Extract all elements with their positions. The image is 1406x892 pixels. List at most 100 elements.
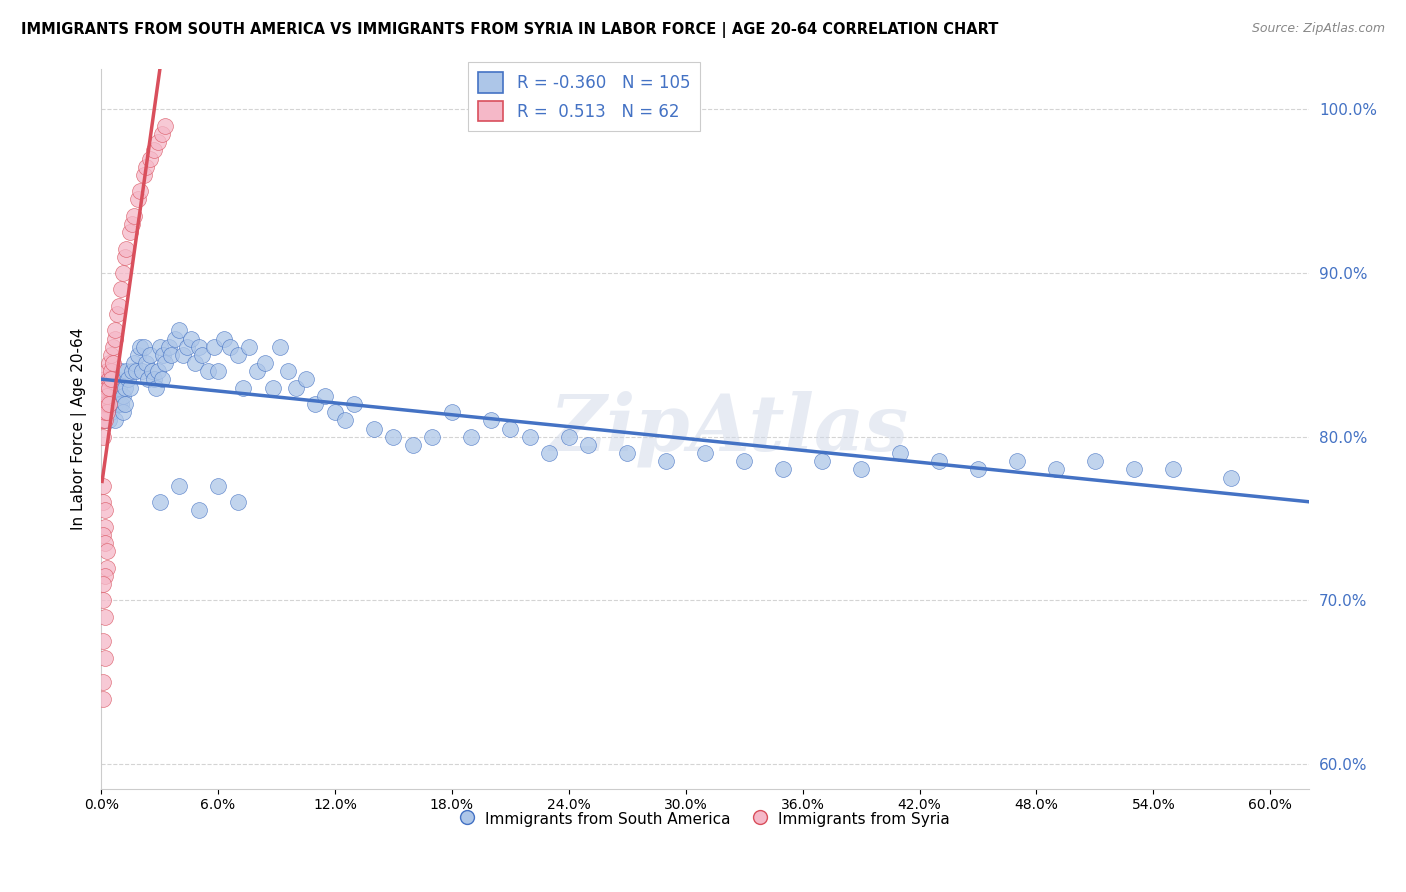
Point: [772, 462, 794, 476]
Point: [91, 593, 114, 607]
Point: [150, 127, 173, 141]
Point: [97, 372, 120, 386]
Point: [129, 184, 152, 198]
Point: [91, 577, 114, 591]
Point: [96, 389, 118, 403]
Point: [91, 397, 114, 411]
Point: [110, 397, 132, 411]
Point: [136, 372, 159, 386]
Point: [172, 348, 194, 362]
Point: [110, 364, 132, 378]
Point: [304, 397, 326, 411]
Point: [107, 299, 129, 313]
Point: [96, 381, 118, 395]
Point: [91, 405, 114, 419]
Point: [96, 544, 118, 558]
Point: [101, 356, 124, 370]
Point: [94, 569, 117, 583]
Point: [519, 430, 541, 444]
Point: [100, 405, 122, 419]
Point: [499, 421, 522, 435]
Point: [94, 609, 117, 624]
Point: [120, 225, 142, 239]
Point: [558, 430, 581, 444]
Point: [135, 356, 157, 370]
Point: [100, 348, 122, 362]
Point: [333, 413, 356, 427]
Point: [110, 282, 132, 296]
Point: [111, 405, 134, 419]
Text: ZipAtlas: ZipAtlas: [550, 391, 908, 467]
Point: [253, 356, 276, 370]
Point: [207, 364, 229, 378]
Point: [1161, 462, 1184, 476]
Point: [145, 381, 167, 395]
Point: [97, 381, 120, 395]
Point: [197, 364, 219, 378]
Point: [120, 381, 142, 395]
Point: [262, 381, 284, 395]
Point: [1220, 470, 1243, 484]
Point: [402, 438, 425, 452]
Point: [1005, 454, 1028, 468]
Point: [187, 503, 209, 517]
Point: [94, 389, 117, 403]
Point: [122, 356, 145, 370]
Point: [382, 430, 405, 444]
Point: [155, 356, 177, 370]
Point: [811, 454, 834, 468]
Point: [96, 397, 118, 411]
Point: [97, 413, 120, 427]
Point: [191, 348, 214, 362]
Point: [165, 332, 187, 346]
Point: [105, 307, 128, 321]
Point: [121, 364, 143, 378]
Point: [139, 348, 162, 362]
Point: [226, 495, 249, 509]
Point: [146, 364, 169, 378]
Point: [96, 364, 118, 378]
Point: [127, 348, 149, 362]
Point: [104, 323, 127, 337]
Point: [160, 348, 183, 362]
Point: [91, 413, 114, 427]
Point: [180, 332, 202, 346]
Point: [105, 389, 128, 403]
Point: [152, 348, 174, 362]
Point: [269, 340, 291, 354]
Point: [131, 364, 153, 378]
Point: [167, 479, 190, 493]
Point: [91, 675, 114, 690]
Point: [114, 381, 136, 395]
Point: [129, 340, 152, 354]
Point: [183, 356, 205, 370]
Point: [440, 405, 463, 419]
Point: [101, 389, 124, 403]
Point: [323, 405, 346, 419]
Point: [96, 405, 118, 419]
Point: [96, 389, 118, 403]
Point: [616, 446, 638, 460]
Point: [538, 446, 561, 460]
Point: [121, 217, 143, 231]
Point: [125, 364, 148, 378]
Point: [149, 340, 172, 354]
Point: [141, 364, 163, 378]
Point: [277, 364, 299, 378]
Point: [226, 348, 249, 362]
Point: [157, 340, 180, 354]
Point: [1122, 462, 1144, 476]
Point: [238, 340, 260, 354]
Point: [91, 528, 114, 542]
Point: [115, 364, 138, 378]
Point: [889, 446, 911, 460]
Point: [115, 242, 138, 256]
Point: [149, 495, 172, 509]
Point: [132, 168, 155, 182]
Point: [94, 413, 117, 427]
Point: [111, 389, 134, 403]
Point: [97, 397, 120, 411]
Point: [101, 340, 124, 354]
Point: [94, 413, 117, 427]
Point: [655, 454, 678, 468]
